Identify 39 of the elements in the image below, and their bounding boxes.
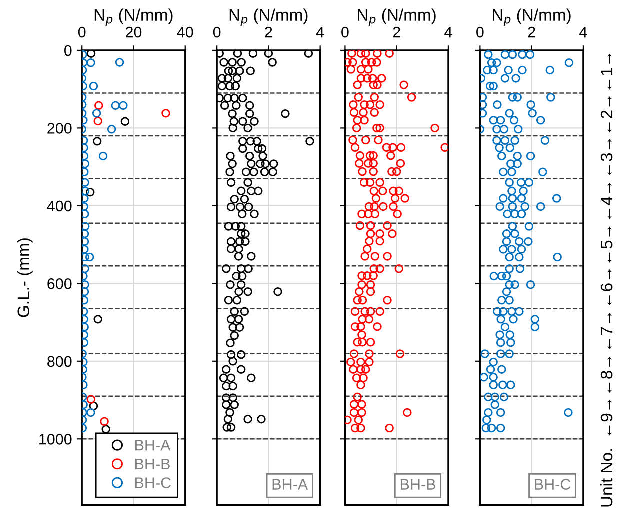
text: ←3→ (600, 139, 613, 176)
x-tick-label: 0 (213, 26, 221, 38)
text: BH-C (535, 479, 571, 490)
x-tick-label: 2 (528, 26, 536, 38)
text: BH-B (400, 479, 436, 490)
x-tick-label: 0 (342, 26, 349, 38)
text: ←2→ (600, 96, 613, 132)
x-tick-label: 4 (580, 27, 588, 38)
x-tick-label: 2 (265, 26, 272, 38)
text: ←4→ (601, 183, 613, 219)
x-tick-label: 40 (177, 26, 194, 38)
x-tick-label: 2 (393, 26, 400, 38)
x-tick-label: 4 (444, 27, 452, 38)
y-tick-label: 0 (64, 45, 72, 56)
x-tick-label: 20 (126, 26, 142, 38)
y-tick-label: 600 (48, 278, 72, 290)
x-axis-title: N$_{p}$ (N/mm) (230, 8, 308, 26)
x-tick-label: 0 (78, 26, 86, 38)
legend-label: BH-C (136, 478, 172, 488)
text: ←1→ (601, 54, 613, 90)
text: BH-A (272, 479, 308, 490)
y-tick-label: 1000 (40, 434, 72, 445)
text: ←9→ (600, 400, 613, 436)
legend-label: BH-B (136, 458, 170, 470)
x-axis-title: N$_{p}$ (N/mm) (358, 8, 436, 26)
x-axis-title: N$_{p}$ (N/mm) (493, 8, 571, 26)
text: Unit No. (600, 449, 613, 507)
legend-label: BH-A (136, 440, 171, 451)
y-tick-label: 400 (47, 200, 72, 212)
x-axis-title: N$_{p}$ (N/mm) (94, 8, 173, 26)
x-tick-label: 4 (316, 27, 324, 38)
text: ←7→ (601, 313, 613, 350)
x-tick-label: 0 (476, 26, 484, 38)
text: ←8→ (600, 357, 613, 393)
y-tick-label: 200 (48, 123, 72, 134)
text: ←6→ (600, 270, 613, 306)
y-tick-label: 800 (48, 356, 72, 368)
text: ←5→ (601, 226, 613, 263)
y-axis-title: G.L.- (mm) (17, 238, 33, 318)
